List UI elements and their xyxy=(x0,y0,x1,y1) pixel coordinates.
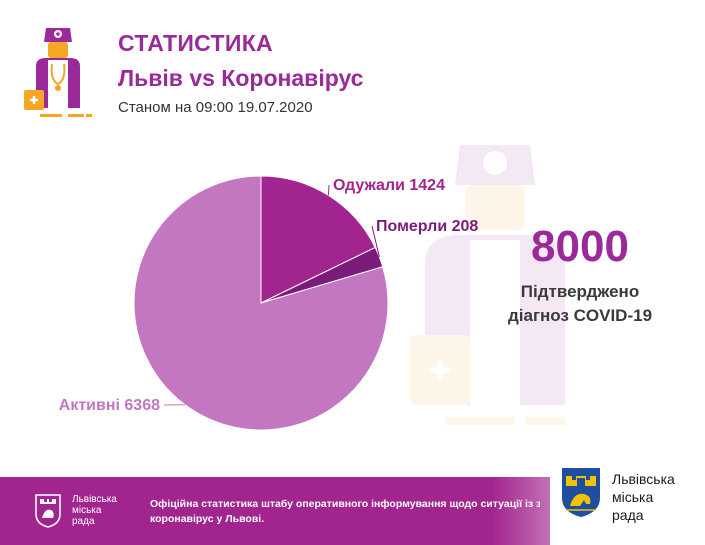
city-council-name: Львівська міська рада xyxy=(612,471,675,523)
city-emblem-icon xyxy=(562,468,600,517)
pie-leader-1 xyxy=(371,225,380,258)
footer-description: Офіційна статистика штабу оперативного і… xyxy=(150,498,540,525)
date-stamp: Станом на 09:00 19.07.2020 xyxy=(118,99,313,116)
confirmed-caption-line1: Підтверджено xyxy=(520,282,640,301)
confirmed-count: 8000 xyxy=(531,222,629,271)
doctor-watermark-icon xyxy=(410,145,565,425)
page-subtitle: Львів vs Коронавірус xyxy=(118,65,364,91)
doctor-icon xyxy=(24,28,92,117)
confirmed-caption: Підтверджено діагноз COVID-19 xyxy=(490,280,670,328)
page-title: СТАТИСТИКА xyxy=(118,30,273,56)
pie-label-0: Одужали 1424 xyxy=(333,177,445,194)
footer-council-name: Львівська міська рада xyxy=(72,494,117,527)
pie-label-1: Померли 208 xyxy=(376,218,478,235)
pie-chart: Одужали 1424 Померли 208 Активні 6368 xyxy=(59,175,478,431)
pie-label-2: Активні 6368 xyxy=(59,397,160,414)
pie-leader-0 xyxy=(327,184,330,196)
city-emblem-small-icon xyxy=(35,494,61,528)
pie-slice-0 xyxy=(260,175,376,304)
confirmed-caption-line2: діагноз COVID-19 xyxy=(507,306,653,325)
